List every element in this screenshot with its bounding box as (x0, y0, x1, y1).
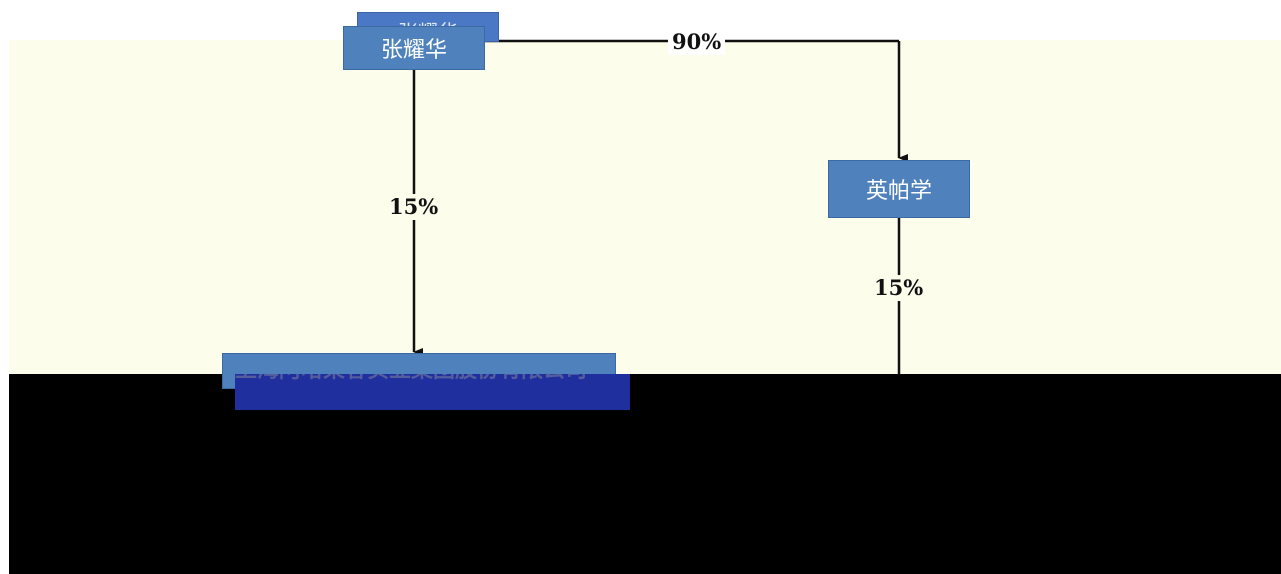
edge-label-right-down: 15% (870, 275, 928, 301)
node-company-shadow-label: 上海阿哈莱客实业集团股份有限公司 (235, 374, 587, 384)
node-company-shadow: 上海阿哈莱客实业集团股份有限公司 (235, 374, 630, 410)
edge-label-top-company: 15% (385, 194, 443, 220)
node-person-top-label: 张耀华 (380, 38, 447, 63)
diagram-canvas (9, 40, 1281, 374)
node-person-top: 张耀华 (343, 26, 485, 70)
node-person-right-label: 英帕学 (865, 179, 932, 204)
redacted-area (9, 374, 1281, 574)
node-person-right: 英帕学 (828, 160, 970, 218)
edge-label-top-right: 90% (668, 29, 726, 55)
